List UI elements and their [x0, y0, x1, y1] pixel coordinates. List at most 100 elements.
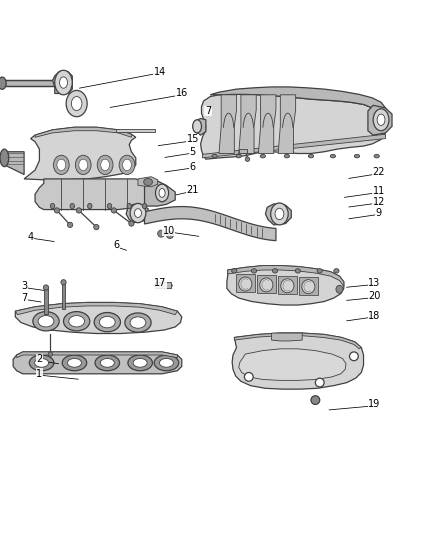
Ellipse shape	[66, 91, 87, 117]
Ellipse shape	[239, 277, 252, 291]
Polygon shape	[4, 152, 24, 174]
Text: 7: 7	[205, 106, 211, 116]
Ellipse shape	[0, 149, 9, 167]
Ellipse shape	[67, 222, 73, 228]
Ellipse shape	[144, 179, 152, 185]
Ellipse shape	[251, 269, 257, 273]
Polygon shape	[368, 106, 392, 135]
Ellipse shape	[123, 159, 131, 171]
Ellipse shape	[69, 316, 85, 327]
Ellipse shape	[88, 204, 92, 209]
Ellipse shape	[302, 280, 315, 294]
Polygon shape	[24, 127, 136, 180]
Polygon shape	[201, 94, 385, 159]
Polygon shape	[219, 95, 237, 154]
Polygon shape	[35, 127, 131, 138]
Ellipse shape	[129, 221, 134, 226]
Polygon shape	[145, 207, 276, 241]
Ellipse shape	[373, 109, 389, 131]
Polygon shape	[265, 204, 291, 225]
Polygon shape	[0, 80, 59, 86]
Ellipse shape	[166, 231, 173, 238]
Ellipse shape	[70, 204, 74, 209]
Polygon shape	[15, 302, 182, 334]
Ellipse shape	[48, 352, 53, 356]
Polygon shape	[257, 275, 276, 293]
Polygon shape	[53, 71, 72, 93]
Ellipse shape	[35, 359, 49, 367]
Ellipse shape	[159, 189, 165, 197]
Ellipse shape	[101, 159, 110, 171]
Text: 21: 21	[187, 185, 199, 195]
Ellipse shape	[119, 155, 135, 174]
Ellipse shape	[111, 208, 117, 213]
Polygon shape	[155, 282, 171, 287]
Ellipse shape	[354, 155, 360, 158]
Ellipse shape	[159, 359, 173, 367]
Polygon shape	[258, 95, 276, 154]
Polygon shape	[202, 134, 385, 158]
Text: 2: 2	[36, 354, 42, 365]
Ellipse shape	[43, 285, 49, 290]
Polygon shape	[62, 283, 65, 309]
Ellipse shape	[53, 155, 69, 174]
Ellipse shape	[67, 359, 81, 367]
Ellipse shape	[0, 77, 6, 90]
Ellipse shape	[308, 155, 314, 158]
Ellipse shape	[154, 355, 179, 371]
Text: 19: 19	[368, 399, 381, 409]
Ellipse shape	[55, 70, 72, 95]
Ellipse shape	[334, 269, 339, 273]
Polygon shape	[193, 118, 206, 135]
Text: 12: 12	[373, 197, 385, 207]
Polygon shape	[228, 265, 344, 286]
Ellipse shape	[158, 230, 165, 237]
Text: 7: 7	[21, 293, 27, 303]
Ellipse shape	[272, 269, 278, 273]
Ellipse shape	[128, 355, 152, 371]
Text: 6: 6	[113, 240, 119, 251]
Ellipse shape	[38, 316, 54, 327]
Polygon shape	[116, 129, 155, 132]
Text: 6: 6	[190, 161, 196, 172]
Ellipse shape	[29, 355, 54, 371]
Ellipse shape	[330, 155, 336, 158]
Polygon shape	[126, 204, 149, 223]
Ellipse shape	[130, 204, 146, 223]
Text: 16: 16	[176, 88, 188, 99]
Text: 17: 17	[154, 278, 166, 288]
Ellipse shape	[275, 208, 284, 220]
Ellipse shape	[142, 204, 147, 209]
Text: 11: 11	[373, 186, 385, 196]
Ellipse shape	[284, 155, 290, 158]
Text: 13: 13	[368, 278, 381, 288]
Polygon shape	[17, 352, 177, 358]
Ellipse shape	[130, 317, 146, 328]
Ellipse shape	[57, 159, 66, 171]
Text: 4: 4	[28, 232, 34, 242]
Polygon shape	[13, 352, 182, 374]
Ellipse shape	[232, 269, 237, 273]
Ellipse shape	[107, 204, 112, 209]
Ellipse shape	[281, 279, 294, 293]
Ellipse shape	[317, 269, 322, 273]
Polygon shape	[278, 276, 297, 294]
Polygon shape	[44, 288, 48, 314]
Polygon shape	[210, 87, 385, 114]
Polygon shape	[234, 333, 361, 349]
Polygon shape	[232, 333, 364, 389]
Polygon shape	[69, 93, 79, 102]
Text: 3: 3	[21, 281, 27, 291]
Ellipse shape	[61, 280, 66, 285]
Text: 18: 18	[368, 311, 381, 320]
Text: 10: 10	[162, 225, 175, 236]
Polygon shape	[272, 333, 302, 341]
Ellipse shape	[100, 359, 114, 367]
Text: 14: 14	[154, 67, 166, 77]
Ellipse shape	[377, 114, 385, 125]
Ellipse shape	[79, 159, 88, 171]
Ellipse shape	[134, 209, 141, 217]
Ellipse shape	[97, 155, 113, 174]
Ellipse shape	[350, 352, 358, 361]
Ellipse shape	[76, 208, 81, 213]
